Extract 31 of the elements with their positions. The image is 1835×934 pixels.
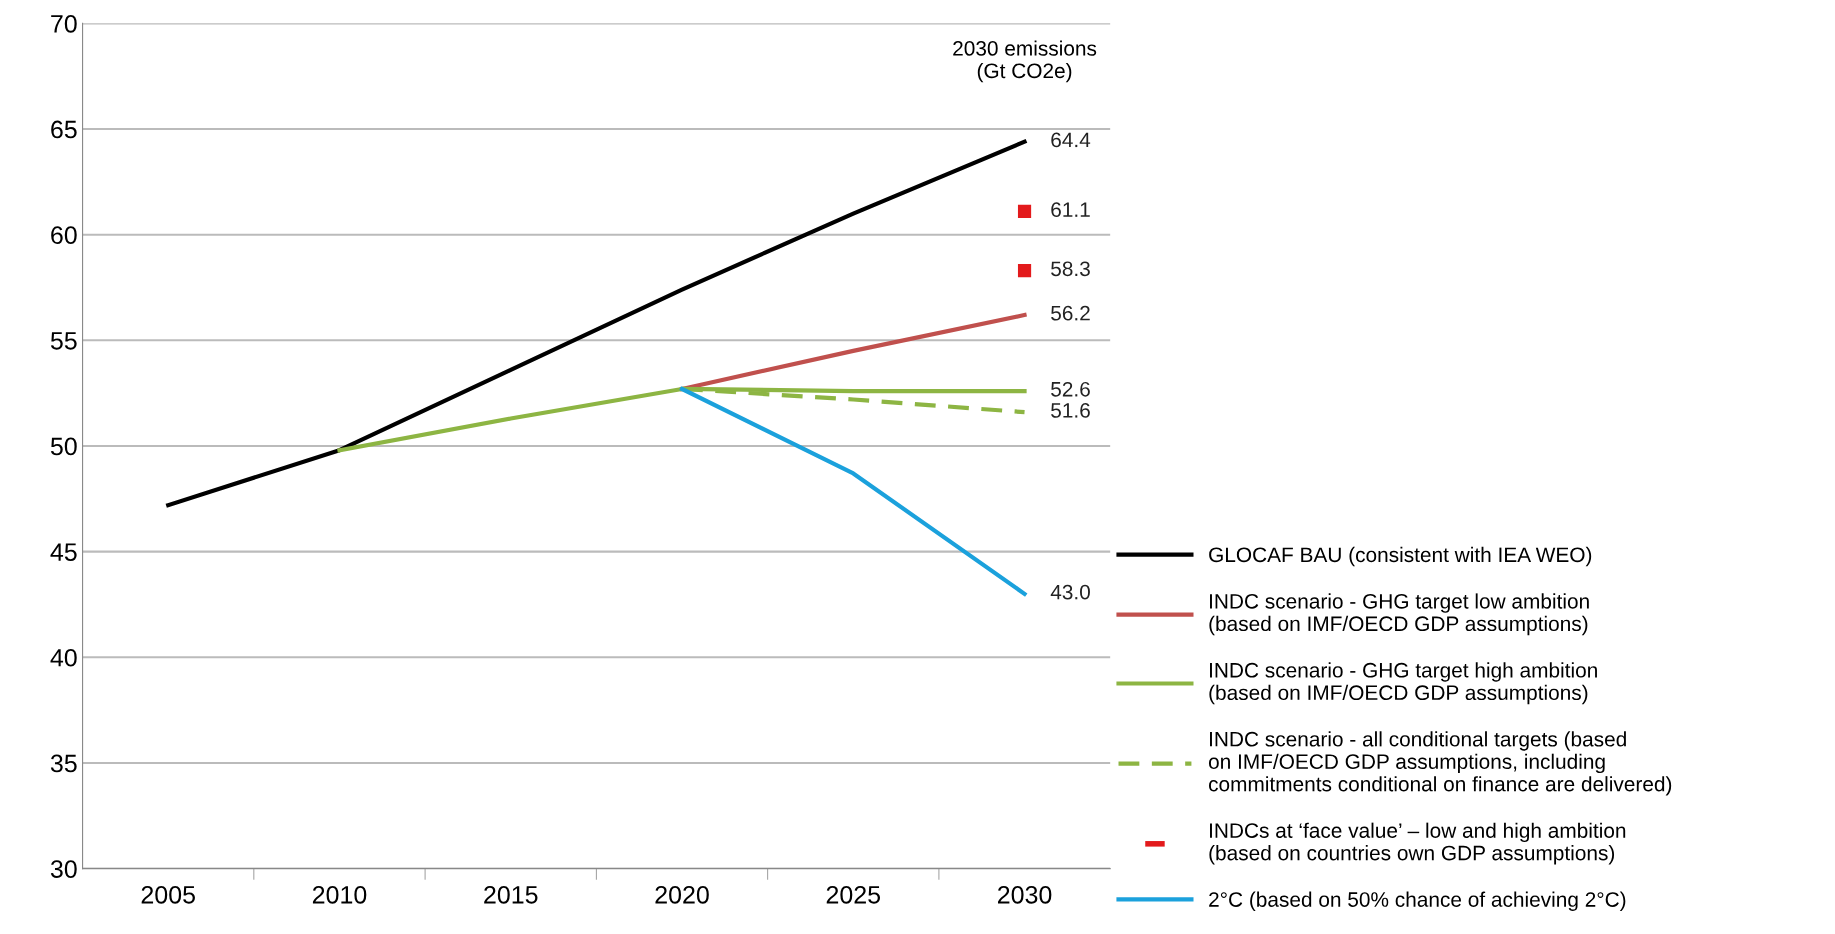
y-tick-label: 40 [50, 648, 77, 667]
y-tick-label: 45 [50, 543, 77, 561]
data-label: 51.6 [1051, 403, 1090, 418]
y-tick-label: 60 [51, 226, 77, 244]
legend-label: INDC scenario - GHG target low ambition (based on IMF/OECD GDP assumptions) [1209, 593, 1589, 636]
y-tick-label: 55 [50, 332, 77, 350]
x-tick-label: 2010 [312, 885, 367, 904]
data-label: 58.3 [1051, 261, 1090, 277]
data-label: 43.0 [1050, 584, 1090, 600]
x-tick-label: 2005 [141, 885, 195, 904]
line-series [337, 386, 1027, 453]
y-tick-label: 65 [51, 120, 77, 139]
data-label: 64.4 [1051, 132, 1091, 148]
data-label: 61.1 [1051, 202, 1090, 218]
legend-label: INDC scenario - all conditional targets (based on IMF/OECD GDP assumptions, including commitments conditional on finance are delivered) [1208, 731, 1672, 796]
legend-label: 2°C (based on 50% chance of achieving 2°C) [1209, 891, 1626, 911]
y-tick-label: 30 [50, 860, 77, 878]
legend-label: GLOCAF BAU (consistent with IEA WEO) [1209, 546, 1592, 567]
annotation: 2030 emissions (Gt CO2e) [953, 40, 1097, 83]
x-tick-label: 2030 [997, 885, 1052, 904]
x-tick-label: 2015 [484, 885, 538, 904]
data-label: 52.6 [1051, 381, 1090, 397]
y-tick-label: 50 [50, 437, 77, 456]
line-series [166, 139, 1027, 508]
y-tick-label: 35 [50, 754, 77, 773]
y-tick-label: 70 [51, 14, 77, 33]
legend-label: INDC scenario - GHG target high ambition (based on IMF/OECD GDP assumptions) [1209, 662, 1597, 705]
legend-label: INDCs at ‘face value’ – low and high ambition (based on countries own GDP assumptions) [1209, 822, 1626, 865]
x-tick-label: 2025 [826, 885, 881, 904]
x-tick-label: 2020 [655, 885, 709, 904]
data-label: 56.2 [1051, 305, 1090, 321]
